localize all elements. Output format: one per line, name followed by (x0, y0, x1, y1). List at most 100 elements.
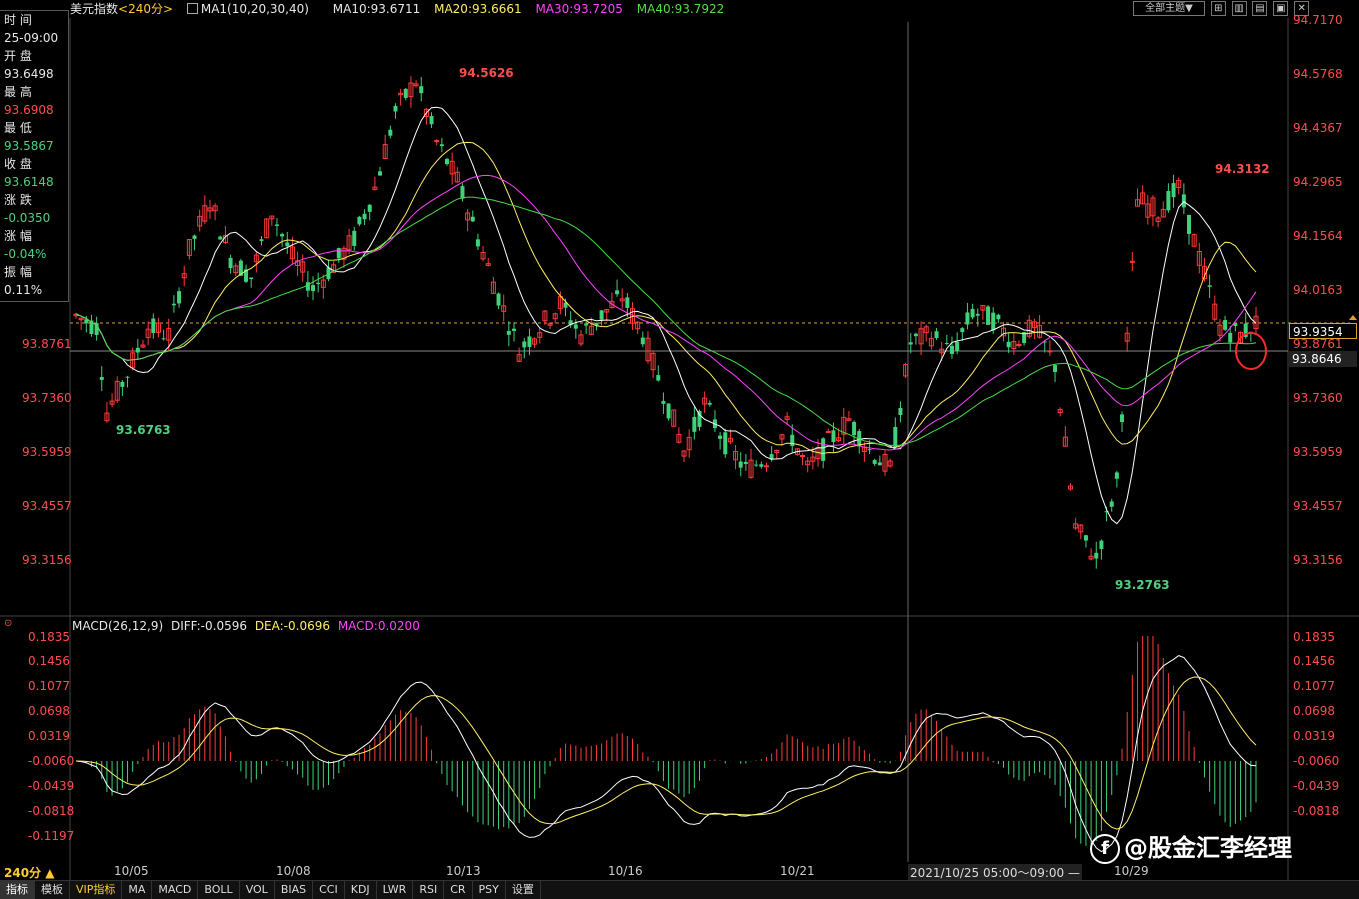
candle-body (1067, 485, 1073, 490)
candle-body (872, 460, 877, 464)
period-label[interactable]: <240分> (118, 2, 174, 16)
time-label: 时 间 (4, 13, 32, 27)
tab-psy[interactable]: PSY (473, 881, 506, 899)
candle-body (970, 308, 975, 318)
period-selector[interactable]: 240分 ▲ (4, 866, 55, 880)
macd-settings-icon[interactable]: ⊙ (4, 618, 13, 629)
candle-body (532, 338, 538, 345)
candle-body (94, 323, 99, 336)
candle-body (527, 336, 532, 347)
tab-vol[interactable]: VOL (240, 881, 275, 899)
price-tick: 94.7170 (1293, 13, 1343, 27)
tab-settings[interactable]: 设置 (506, 881, 541, 899)
candle-body (197, 215, 203, 227)
tab-cr[interactable]: CR (444, 881, 473, 899)
candle-body (1104, 511, 1109, 513)
candle-body (140, 344, 146, 348)
amplitude-value: 0.11% (4, 283, 43, 297)
date-tick: 10/21 (780, 864, 815, 878)
candle-body (362, 213, 367, 220)
candle-body (733, 450, 739, 461)
annotation-high-1: 94.5626 (459, 66, 514, 80)
candle-body (161, 338, 166, 340)
tab-indicators[interactable]: 指标 (0, 881, 35, 899)
candle-body (522, 341, 527, 348)
candle-body (800, 455, 806, 458)
amplitude-label: 振 幅 (4, 265, 32, 279)
candle-body (470, 216, 475, 222)
candle-body (903, 364, 909, 377)
candle-body (445, 158, 450, 165)
diff-line (75, 655, 1257, 853)
candle-body (1083, 535, 1088, 541)
candle-body (1016, 344, 1022, 347)
candle-body (542, 310, 548, 322)
candle-body (697, 411, 702, 427)
candle-body (1031, 321, 1037, 329)
tab-vip[interactable]: VIP指标 (70, 881, 123, 899)
candle-body (1042, 341, 1047, 343)
tab-kdj[interactable]: KDJ (345, 881, 377, 899)
ma10-value: MA10:93.6711 (332, 2, 421, 16)
candle-body (1088, 555, 1094, 560)
macd-tick: 0.1077 (1293, 679, 1335, 693)
candle-body (1171, 183, 1176, 198)
candle-body (295, 260, 301, 267)
tab-lwr[interactable]: LWR (377, 881, 414, 899)
candle-body (1196, 251, 1202, 266)
candle-body (84, 319, 89, 324)
candle-body (738, 461, 743, 468)
tab-boll[interactable]: BOLL (198, 881, 240, 899)
change-value: -0.0350 (4, 211, 51, 225)
open-label: 开 盘 (4, 49, 32, 63)
candle-body (89, 320, 94, 335)
symbol-title[interactable]: 美元指数 (70, 2, 119, 16)
candle-body (1238, 332, 1244, 344)
macd-tick-left: -0.0818 (28, 804, 75, 818)
candle-body (918, 328, 924, 345)
high-label: 最 高 (4, 85, 32, 99)
tab-bias[interactable]: BIAS (275, 881, 314, 899)
ma40-line (75, 196, 1257, 447)
tab-macd[interactable]: MACD (152, 881, 199, 899)
tab-templates[interactable]: 模板 (35, 881, 70, 899)
macd-tick-left: -0.0060 (28, 754, 75, 768)
candle-body (852, 421, 857, 436)
candle-body (898, 407, 903, 416)
candle-body (661, 401, 666, 404)
candle-body (727, 437, 733, 443)
candle-body (114, 380, 120, 401)
candle-body (1053, 365, 1058, 373)
candle-body (151, 318, 156, 334)
candle-body (1212, 303, 1218, 320)
grid-icon[interactable]: ⊞ (1210, 1, 1226, 16)
candle-body (1073, 523, 1079, 529)
candle-body (882, 454, 888, 472)
candle-body (887, 460, 893, 467)
time-value: 25-09:00 (4, 31, 59, 45)
theme-select[interactable]: 全部主题▼ (1133, 1, 1205, 16)
candle-body (779, 434, 785, 440)
candle-body (78, 317, 84, 321)
tab-ma[interactable]: MA (122, 881, 153, 899)
window-icon[interactable]: ▣ (1273, 1, 1289, 16)
candle-body (1243, 323, 1248, 337)
price-tick: 93.5959 (1293, 445, 1343, 459)
tab-rsi[interactable]: RSI (413, 881, 445, 899)
candle-body (1078, 524, 1084, 533)
list-icon[interactable]: ▤ (1252, 1, 1268, 16)
macd-value: MACD:0.0200 (337, 619, 420, 633)
candle-body (1187, 214, 1192, 234)
candle-body (177, 291, 182, 304)
ma-indicator-label[interactable]: MA1(10,20,30,40) (186, 2, 319, 16)
close-icon[interactable]: ✕ (1294, 1, 1310, 16)
macd-label[interactable]: MACD(26,12,9) (72, 619, 164, 633)
candle-body (233, 265, 239, 274)
candle-body (449, 160, 455, 175)
layout-icon[interactable]: ▥ (1231, 1, 1247, 16)
ma10-line (75, 106, 1257, 525)
candle-body (393, 105, 398, 112)
tab-cci[interactable]: CCI (313, 881, 345, 899)
ma-settings-icon[interactable] (186, 3, 198, 14)
